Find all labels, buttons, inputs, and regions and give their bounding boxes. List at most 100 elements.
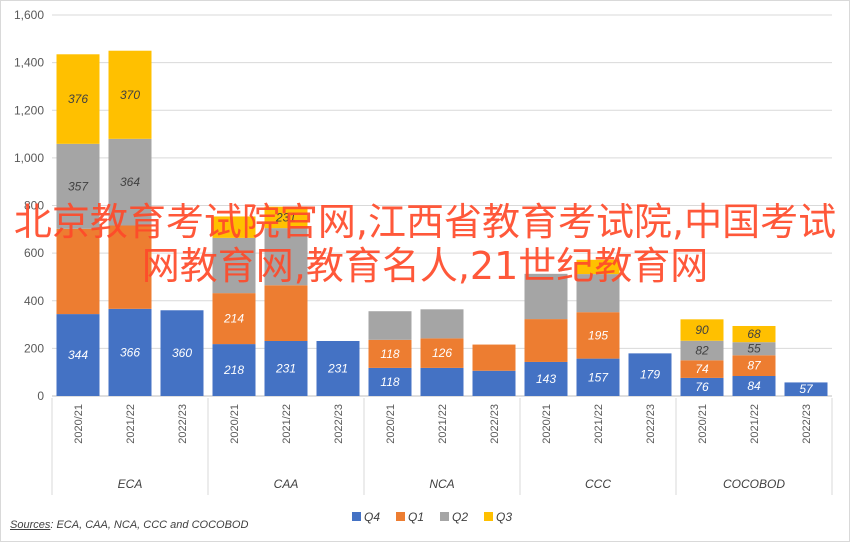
legend-label-q4: Q4 [364, 510, 380, 524]
bar-q1 [212, 293, 256, 345]
bar-value-label: 126 [432, 346, 452, 360]
x-category-label: 2020/21 [697, 404, 709, 444]
bar-q2 [212, 237, 256, 294]
bar-value-label: 214 [223, 312, 244, 326]
bar-q3 [732, 325, 776, 343]
bar-q2 [368, 311, 412, 340]
bar-value-label: 231 [327, 361, 348, 375]
bar-q1 [576, 312, 620, 359]
bar-value-label: 231 [275, 210, 296, 224]
bar-q3 [56, 54, 100, 144]
bar-q3 [576, 259, 620, 275]
bar-q4 [524, 361, 568, 396]
legend-swatch-q2 [440, 512, 449, 521]
x-group-label: COCOBOD [723, 477, 785, 491]
bar-q2 [264, 228, 308, 286]
bar-q1 [56, 228, 100, 315]
bar-q1 [472, 344, 516, 371]
bar-q4 [212, 344, 256, 396]
bar-q2 [420, 309, 464, 339]
bar-value-label: 357 [68, 179, 89, 193]
x-category-label: 2022/23 [801, 404, 813, 444]
legend-swatch-q4 [352, 512, 361, 521]
x-category-label: 2020/21 [541, 404, 553, 444]
bar-value-label: 68 [747, 327, 761, 341]
bar-value-label: 84 [747, 379, 761, 393]
bar-q4 [316, 340, 360, 396]
y-tick-label: 400 [24, 294, 44, 308]
bar-q4 [264, 340, 308, 396]
bar-q3 [264, 206, 308, 229]
x-group-label: ECA [118, 477, 143, 491]
bar-q1 [368, 339, 412, 368]
bar-value-label: 118 [380, 347, 399, 361]
bar-q4 [784, 382, 828, 396]
bar-q4 [680, 377, 724, 396]
bar-value-label: 118 [380, 375, 399, 389]
bar-value-label: 344 [68, 348, 88, 362]
x-category-label: 2021/22 [437, 404, 449, 444]
bar-q1 [264, 285, 308, 341]
bar-q1 [108, 225, 152, 309]
y-tick-label: 1,200 [14, 103, 44, 117]
x-category-label: 2022/23 [177, 404, 189, 444]
y-tick-label: 1,600 [14, 8, 44, 22]
bar-value-label: 218 [223, 363, 244, 377]
bar-value-label: 195 [588, 328, 608, 342]
source-note: Sources: ECA, CAA, NCA, CCC and COCOBOD [10, 519, 248, 531]
bar-value-label: 364 [120, 175, 140, 189]
bar-value-label: 376 [68, 92, 88, 106]
y-tick-label: 0 [37, 389, 44, 403]
bar-value-label: 74 [695, 362, 709, 376]
bar-q1 [680, 360, 724, 378]
bar-q1 [732, 355, 776, 376]
bar-q4 [108, 308, 152, 396]
bar-value-label: 87 [747, 359, 762, 373]
x-category-label: 2021/22 [125, 404, 137, 444]
x-category-label: 2020/21 [73, 404, 85, 444]
x-category-label: 2020/21 [229, 404, 241, 444]
bar-value-label: 157 [588, 370, 609, 384]
bar-q4 [420, 367, 464, 396]
bar-q4 [472, 370, 516, 396]
bar-value-label: 82 [695, 344, 709, 358]
bar-q3 [680, 319, 724, 341]
bar-value-label: 366 [120, 345, 140, 359]
x-category-label: 2022/23 [489, 404, 501, 444]
legend-swatch-q1 [396, 512, 405, 521]
x-category-label: 2022/23 [645, 404, 657, 444]
bar-q3 [108, 50, 152, 139]
x-category-label: 2021/22 [593, 404, 605, 444]
bar-q4 [56, 314, 100, 396]
x-category-label: 2022/23 [333, 404, 345, 444]
bar-q4 [628, 353, 672, 396]
bar-value-label: 76 [695, 380, 709, 394]
bar-q2 [108, 138, 152, 226]
bar-value-label: 90 [695, 323, 709, 337]
y-tick-label: 800 [24, 199, 44, 213]
bar-q2 [56, 143, 100, 229]
y-tick-label: 600 [24, 246, 44, 260]
bar-q4 [160, 310, 204, 396]
legend-swatch-q3 [484, 512, 493, 521]
legend: Q4 Q1 Q2 Q3 [352, 510, 512, 524]
source-text: : ECA, CAA, NCA, CCC and COCOBOD [50, 519, 249, 531]
x-group-label: CCC [585, 477, 611, 491]
y-axis: 0 200 400 600 800 1,000 1,200 1,400 1,600 [14, 8, 44, 403]
bar-q4 [576, 358, 620, 396]
x-category-label: 2021/22 [281, 404, 293, 444]
bar-q2 [524, 273, 568, 320]
legend-label-q2: Q2 [452, 510, 468, 524]
x-category-label: 2021/22 [749, 404, 761, 444]
bar-q1 [420, 338, 464, 368]
bar-value-label: 370 [120, 88, 140, 102]
bar-q4 [368, 367, 412, 396]
y-tick-label: 200 [24, 341, 44, 355]
bar-q2 [680, 340, 724, 361]
legend-label-q3: Q3 [496, 510, 512, 524]
bar-value-label: 57 [799, 382, 814, 396]
bar-value-label: 143 [536, 372, 556, 386]
y-tick-label: 1,000 [14, 151, 44, 165]
x-axis: 2020/21 2021/22 2022/23 ECA 2020/21 2021/22 20… [51, 398, 833, 495]
